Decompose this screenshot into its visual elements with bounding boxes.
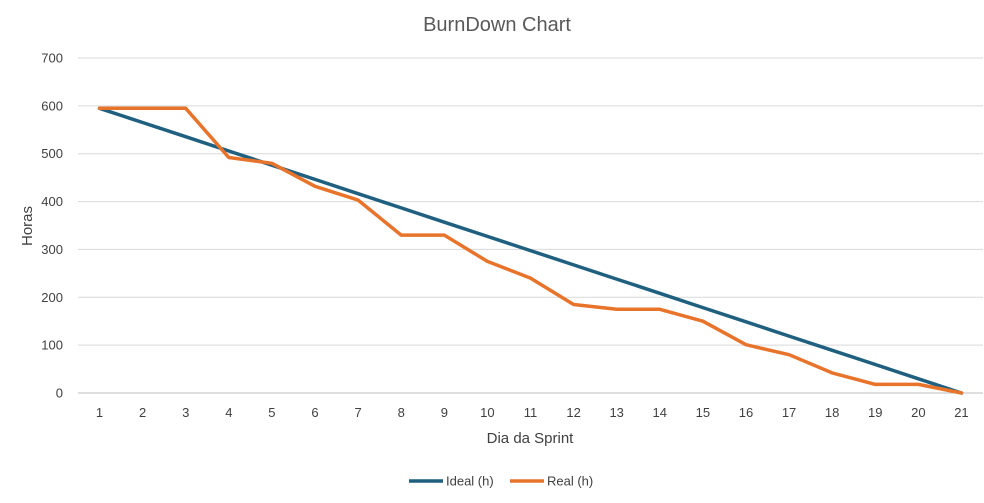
x-axis-label: Dia da Sprint bbox=[487, 430, 575, 447]
x-tick-label: 8 bbox=[398, 405, 405, 420]
y-tick-label: 100 bbox=[41, 338, 63, 353]
y-tick-label: 500 bbox=[41, 146, 63, 161]
series-line-ideal bbox=[97, 106, 964, 395]
x-tick-label: 14 bbox=[653, 405, 667, 420]
x-axis-ticks: 1 2 3 4 5 6 7 8 9 10 11 12 13 14 15 16 17 18 19 20 21 bbox=[96, 405, 969, 420]
x-tick-label: 9 bbox=[441, 405, 448, 420]
y-tick-label: 0 bbox=[56, 386, 63, 401]
legend-label: Ideal (h) bbox=[446, 474, 494, 489]
chart-title: BurnDown Chart bbox=[423, 14, 571, 36]
x-tick-label: 15 bbox=[696, 405, 710, 420]
x-tick-label: 10 bbox=[480, 405, 494, 420]
x-tick-label: 11 bbox=[524, 405, 538, 420]
x-tick-label: 21 bbox=[954, 405, 968, 420]
x-tick-label: 7 bbox=[355, 405, 362, 420]
y-tick-label: 400 bbox=[41, 194, 63, 209]
y-tick-label: 200 bbox=[41, 290, 63, 305]
x-tick-label: 18 bbox=[825, 405, 839, 420]
x-tick-label: 13 bbox=[609, 405, 623, 420]
y-tick-label: 600 bbox=[41, 98, 63, 113]
x-tick-label: 3 bbox=[182, 405, 189, 420]
x-tick-label: 19 bbox=[868, 405, 882, 420]
legend-label: Real (h) bbox=[547, 474, 593, 489]
x-tick-label: 1 bbox=[96, 405, 103, 420]
y-axis-label: Horas bbox=[19, 206, 36, 246]
x-tick-label: 20 bbox=[911, 405, 925, 420]
series-lines bbox=[97, 106, 964, 395]
series-line-real bbox=[97, 106, 964, 395]
legend: Ideal (h) Real (h) bbox=[409, 474, 593, 489]
x-tick-label: 5 bbox=[268, 405, 275, 420]
x-tick-label: 16 bbox=[739, 405, 753, 420]
x-tick-label: 17 bbox=[782, 405, 796, 420]
y-tick-label: 700 bbox=[41, 51, 63, 66]
y-tick-label: 300 bbox=[41, 242, 63, 257]
x-tick-label: 12 bbox=[566, 405, 580, 420]
x-tick-label: 6 bbox=[311, 405, 318, 420]
y-axis-ticks: 0 100 200 300 400 500 600 700 bbox=[41, 51, 63, 401]
x-tick-label: 4 bbox=[225, 405, 232, 420]
gridlines bbox=[78, 57, 983, 394]
x-tick-label: 2 bbox=[139, 405, 146, 420]
